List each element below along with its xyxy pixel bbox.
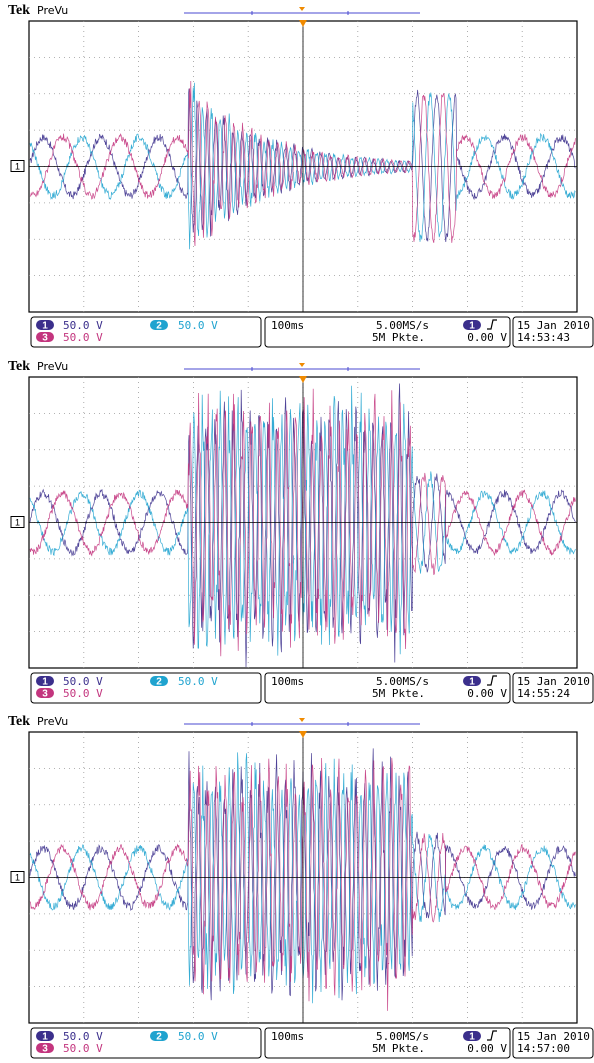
channel-3-badge-number: 3	[42, 689, 48, 700]
channel-3-badge	[36, 332, 54, 342]
timebase-readout: 100ms	[271, 675, 304, 688]
ground-marker-icon	[10, 871, 25, 883]
ground-marker-label: 1	[15, 518, 20, 528]
brand-logo: Tek	[8, 359, 30, 374]
channel-readout-box	[30, 316, 262, 348]
channel-2-badge-number: 2	[156, 321, 162, 332]
record-length-readout: 5M Pkte.	[372, 687, 425, 700]
channel-1-badge	[36, 676, 54, 686]
scope-capture: Tek PreVu 1 1 50.0 V 3 50.0 V 2 50.0 V 100ms 5.00M…	[0, 711, 594, 1063]
trigger-source-badge-number: 1	[469, 1032, 475, 1043]
channel-1-badge-number: 1	[42, 321, 48, 332]
channel-1-scale: 50.0 V	[63, 675, 103, 688]
acquisition-readout-box	[264, 672, 511, 704]
channel-1-badge	[36, 320, 54, 330]
sample-rate-readout: 5.00MS/s	[376, 319, 429, 332]
trigger-slope-icon	[487, 319, 497, 330]
trigger-marker-icon	[299, 731, 307, 738]
channel-2-badge-number: 2	[156, 677, 162, 688]
oscilloscope-screen: Tek PreVu 1 1 50.0 V 3 50.0 V 2 50.0 V 100ms 5.00M…	[8, 359, 594, 704]
scope-capture: Tek PreVu 1 1 50.0 V 3 50.0 V 2 50.0 V 100ms 5.00M…	[0, 356, 594, 708]
date-readout: 15 Jan 2010	[517, 1030, 590, 1043]
channel-2-scale: 50.0 V	[178, 675, 218, 688]
time-readout: 14:53:43	[517, 331, 570, 344]
brand-logo: Tek	[8, 3, 30, 18]
trigger-marker-icon	[299, 376, 307, 383]
channel-2-badge-number: 2	[156, 1032, 162, 1043]
channel-2-scale: 50.0 V	[178, 319, 218, 332]
channel-1-scale: 50.0 V	[63, 1030, 103, 1043]
record-length-readout: 5M Pkte.	[372, 331, 425, 344]
timebase-readout: 100ms	[271, 1030, 304, 1043]
acquisition-mode: PreVu	[37, 360, 68, 373]
trigger-level-readout: 0.00 V	[467, 331, 507, 344]
datetime-readout-box	[512, 316, 594, 348]
channel-1-badge-number: 1	[42, 677, 48, 688]
sample-rate-readout: 5.00MS/s	[376, 1030, 429, 1043]
trigger-source-badge-number: 1	[469, 321, 475, 332]
ground-marker-label: 1	[15, 162, 20, 172]
trigger-level-readout: 0.00 V	[467, 687, 507, 700]
trigger-slope-icon	[487, 1030, 497, 1041]
trigger-position-icon	[299, 7, 305, 11]
ground-marker-label: 1	[15, 873, 20, 883]
acquisition-mode: PreVu	[37, 715, 68, 728]
channel-2-badge	[150, 676, 168, 686]
acquisition-mode: PreVu	[37, 4, 68, 17]
channel-2-badge	[150, 1031, 168, 1041]
channel-3-scale: 50.0 V	[63, 687, 103, 700]
trigger-slope-icon	[487, 675, 497, 686]
trigger-level-readout: 0.00 V	[467, 1042, 507, 1055]
datetime-readout-box	[512, 672, 594, 704]
ground-marker-icon	[10, 160, 25, 172]
timebase-readout: 100ms	[271, 319, 304, 332]
trigger-source-badge-number: 1	[469, 677, 475, 688]
channel-3-scale: 50.0 V	[63, 1042, 103, 1055]
trigger-source-badge	[463, 676, 481, 686]
ground-marker-icon	[10, 516, 25, 528]
channel-3-badge	[36, 1043, 54, 1053]
channel-readout-box	[30, 672, 262, 704]
channel-3-badge	[36, 688, 54, 698]
scope-capture: Tek PreVu 1 1 50.0 V 3 50.0 V 2 50.0 V 100ms 5.00M…	[0, 0, 594, 352]
date-readout: 15 Jan 2010	[517, 319, 590, 332]
channel-3-badge-number: 3	[42, 333, 48, 344]
trigger-source-badge	[463, 1031, 481, 1041]
channel-1-scale: 50.0 V	[63, 319, 103, 332]
channel-2-scale: 50.0 V	[178, 1030, 218, 1043]
record-length-readout: 5M Pkte.	[372, 1042, 425, 1055]
trigger-marker-icon	[299, 20, 307, 27]
channel-2-badge	[150, 320, 168, 330]
brand-logo: Tek	[8, 714, 30, 729]
date-readout: 15 Jan 2010	[517, 675, 590, 688]
channel-3-scale: 50.0 V	[63, 331, 103, 344]
channel-3-badge-number: 3	[42, 1044, 48, 1055]
acquisition-readout-box	[264, 316, 511, 348]
sample-rate-readout: 5.00MS/s	[376, 675, 429, 688]
channel-1-badge	[36, 1031, 54, 1041]
oscilloscope-screen: Tek PreVu 1 1 50.0 V 3 50.0 V 2 50.0 V 100ms 5.00M…	[8, 3, 594, 348]
channel-1-badge-number: 1	[42, 1032, 48, 1043]
time-readout: 14:55:24	[517, 687, 570, 700]
oscilloscope-screen: Tek PreVu 1 1 50.0 V 3 50.0 V 2 50.0 V 100ms 5.00M…	[8, 714, 594, 1059]
time-readout: 14:57:00	[517, 1042, 570, 1055]
trigger-position-icon	[299, 718, 305, 722]
trigger-source-badge	[463, 320, 481, 330]
trigger-position-icon	[299, 363, 305, 367]
